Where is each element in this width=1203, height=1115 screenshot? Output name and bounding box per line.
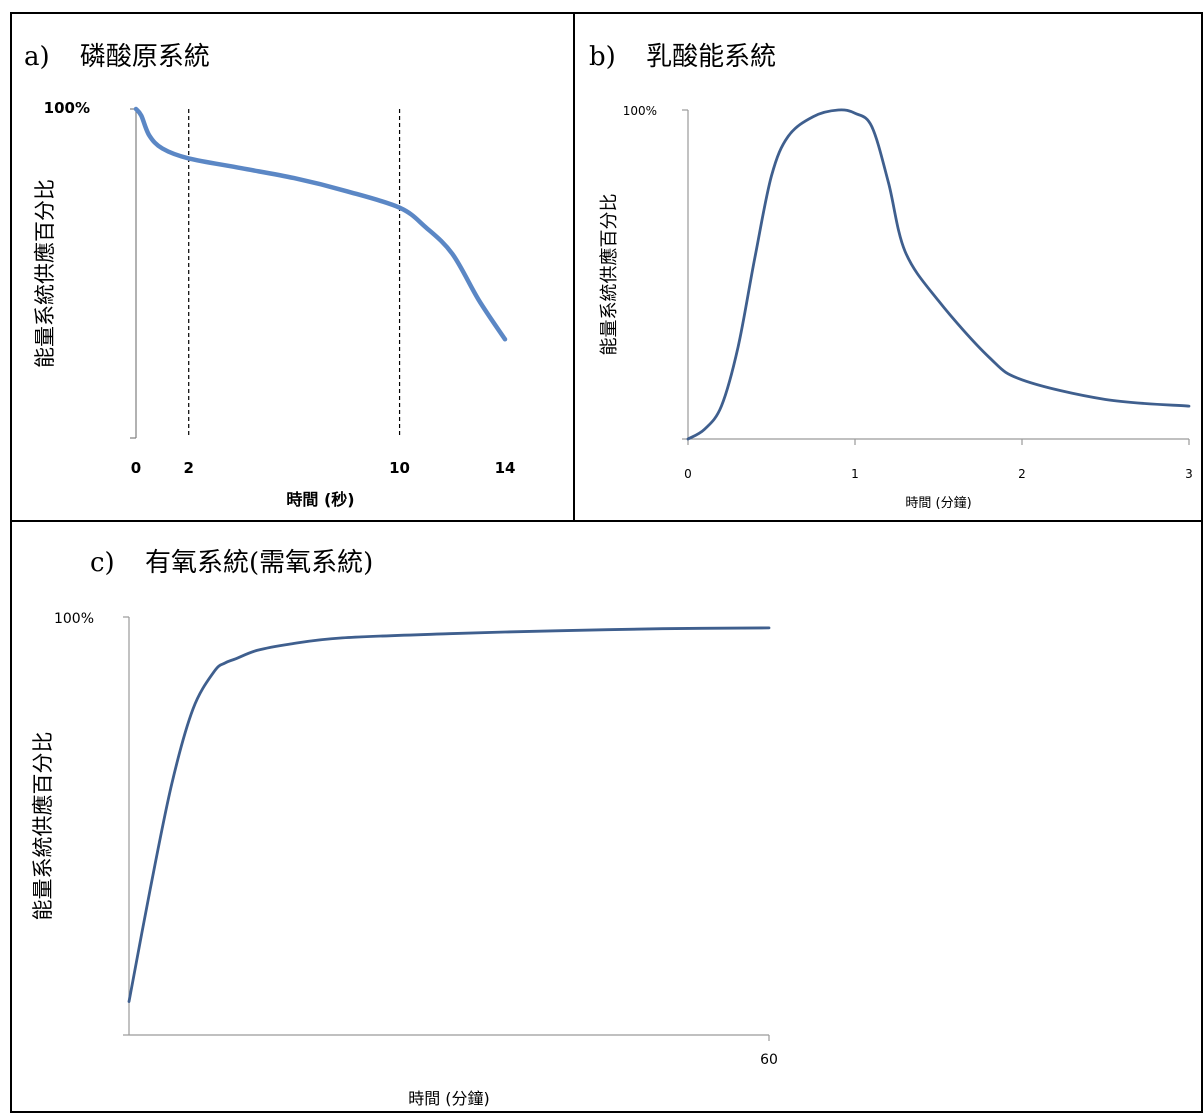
x-tick-label: 60 bbox=[760, 1052, 778, 1068]
y-axis-title: 能量系統供應百分比 bbox=[598, 194, 620, 356]
aerobic-chart: 100% 60 時間 (分鐘) 能量系統供應百分比 bbox=[31, 611, 778, 1108]
x-axis-title: 時間 (秒) bbox=[286, 490, 354, 509]
panel-a-title: a) 磷酸原系統 bbox=[24, 36, 210, 73]
panel-a-title-text: 磷酸原系統 bbox=[79, 42, 210, 72]
panel-c-cell: c) 有氧系統(需氧系統) 100% 60 時間 (分鐘) 能量系統供應百分比 bbox=[10, 520, 1203, 1113]
series-line bbox=[127, 626, 771, 1003]
panel-c-title: c) 有氧系統(需氧系統) bbox=[90, 542, 373, 579]
panel-c-prefix: c) bbox=[90, 548, 115, 578]
panel-a-cell: a) 磷酸原系統 100% 0 2 10 14 時間 (秒) 能量系統供應百分比 bbox=[10, 12, 575, 522]
y-tick-label-100: 100% bbox=[54, 611, 94, 627]
y-axis-title: 能量系統供應百分比 bbox=[33, 179, 57, 368]
panel-b-title-text: 乳酸能系統 bbox=[646, 42, 777, 72]
panel-c-title-text: 有氧系統(需氧系統) bbox=[144, 548, 374, 578]
panel-a-prefix: a) bbox=[24, 42, 50, 72]
y-axis-title: 能量系統供應百分比 bbox=[31, 732, 55, 921]
series-line bbox=[133, 106, 508, 342]
phosphagen-chart: 100% 0 2 10 14 時間 (秒) 能量系統供應百分比 bbox=[33, 99, 516, 509]
panel-b-prefix: b) bbox=[589, 42, 616, 72]
x-tick-label: 2 bbox=[1018, 467, 1026, 481]
series-line bbox=[686, 108, 1191, 441]
x-tick-label: 2 bbox=[183, 459, 193, 477]
y-tick-label-100: 100% bbox=[44, 99, 90, 117]
y-tick-label-100: 100% bbox=[623, 104, 657, 118]
x-axis-title: 時間 (分鐘) bbox=[905, 495, 971, 511]
x-tick-label: 0 bbox=[684, 467, 692, 481]
x-tick-label: 14 bbox=[495, 459, 516, 477]
x-tick-label: 3 bbox=[1185, 467, 1193, 481]
panel-b-title: b) 乳酸能系統 bbox=[589, 36, 776, 73]
lactic-chart: 100% 0 1 2 3 時間 (分鐘) 能量系統供應百分比 bbox=[598, 104, 1193, 511]
panel-b-cell: b) 乳酸能系統 100% 0 1 2 3 時間 (分鐘) 能量系統供應百分比 bbox=[573, 12, 1203, 522]
x-tick-label: 0 bbox=[131, 459, 141, 477]
x-axis-title: 時間 (分鐘) bbox=[408, 1089, 490, 1108]
x-tick-label: 10 bbox=[389, 459, 410, 477]
x-tick-label: 1 bbox=[851, 467, 859, 481]
